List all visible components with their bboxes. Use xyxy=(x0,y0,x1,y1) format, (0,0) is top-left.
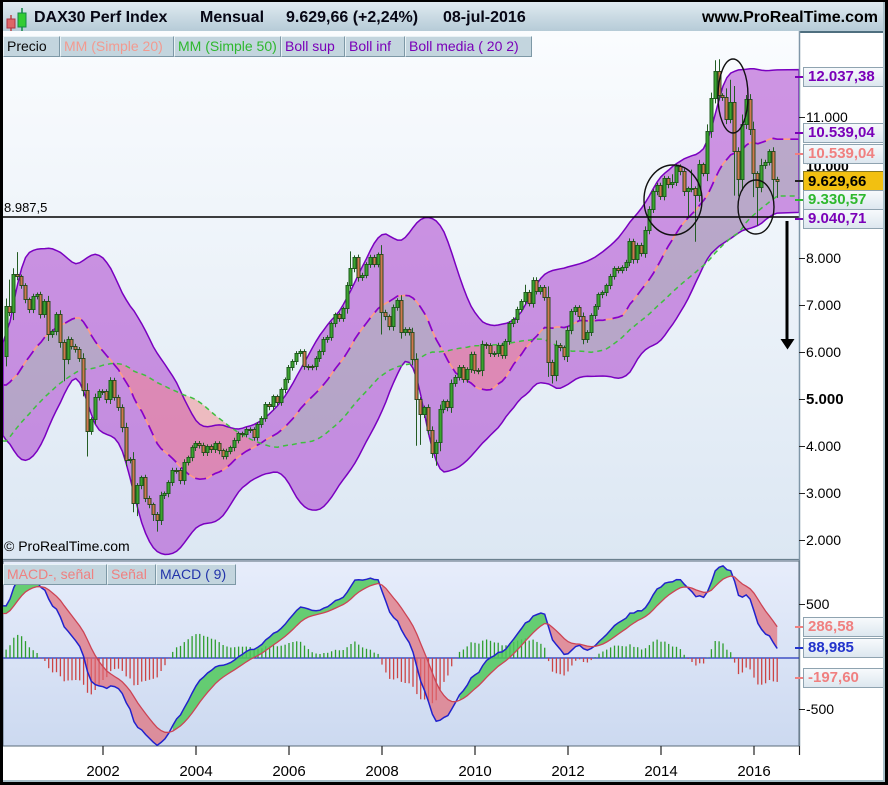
svg-text:8.987,5: 8.987,5 xyxy=(4,200,47,215)
svg-text:© ProRealTime.com: © ProRealTime.com xyxy=(4,538,130,554)
